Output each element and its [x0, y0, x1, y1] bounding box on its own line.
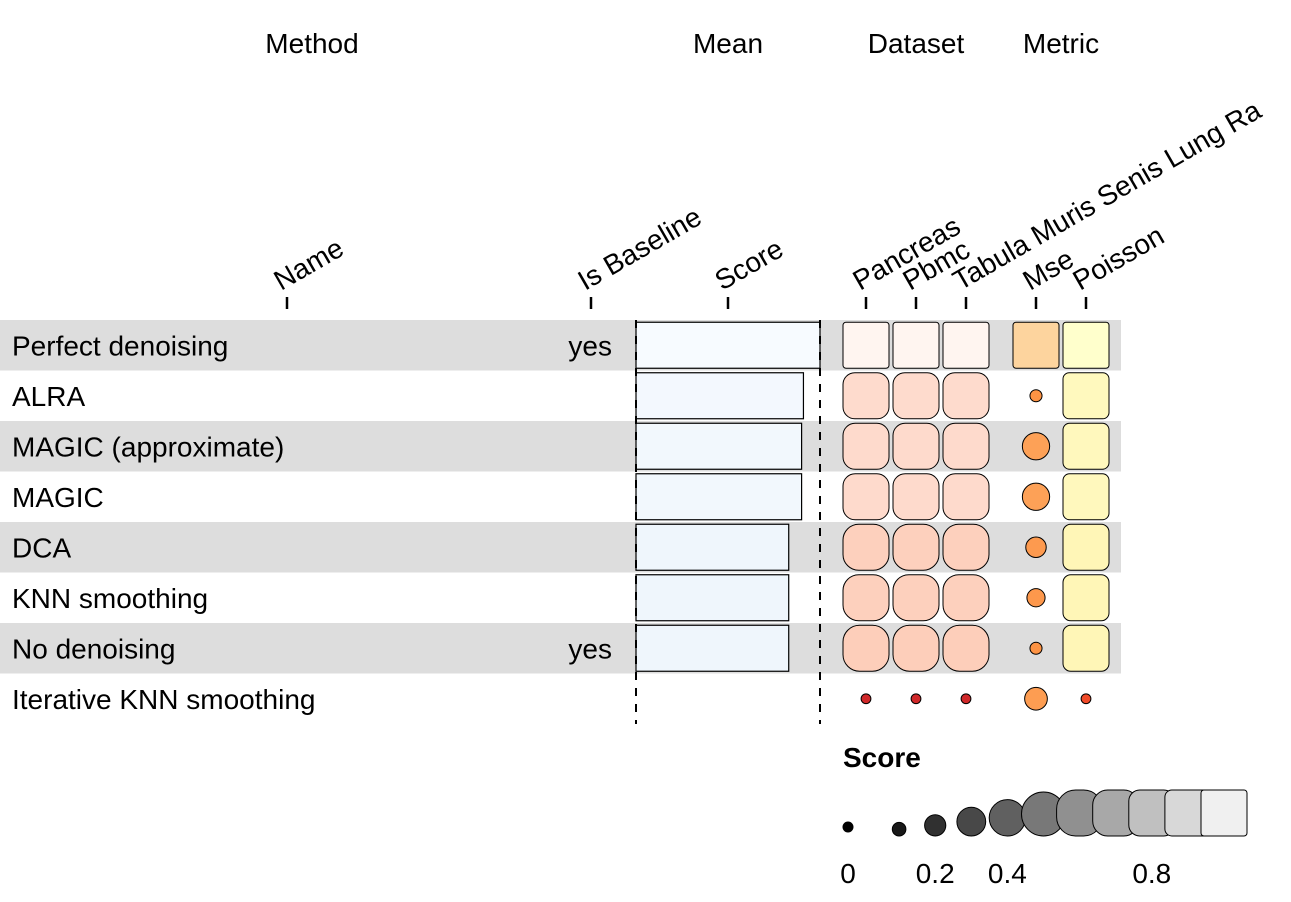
cell-pbmc	[910, 693, 922, 705]
cell-pbmc	[892, 422, 940, 470]
cell-pancreas	[860, 693, 872, 705]
cell-poisson	[1062, 422, 1110, 470]
group-title-metric: Metric	[1023, 28, 1099, 59]
is-baseline-value: yes	[568, 633, 612, 664]
cell-pbmc	[892, 321, 940, 369]
cell-tabula	[942, 321, 990, 369]
cell-mse	[1021, 432, 1051, 461]
cell-tabula	[942, 523, 990, 571]
legend-swatch	[1200, 789, 1248, 837]
method-name: DCA	[12, 532, 71, 563]
cell-poisson	[1062, 372, 1110, 420]
column-header-poisson: Poisson	[1068, 220, 1170, 297]
cell-tabula	[942, 624, 990, 672]
column-header-score: Score	[710, 233, 789, 296]
legend-swatch	[842, 821, 854, 833]
cell-poisson	[1062, 473, 1110, 521]
cell-mse	[1012, 321, 1060, 369]
legend-tick-label: 0	[840, 858, 856, 889]
cell-poisson	[1062, 624, 1110, 672]
cell-pancreas	[842, 574, 890, 622]
cell-pbmc	[892, 624, 940, 672]
cell-pancreas	[842, 523, 890, 571]
cell-pancreas	[842, 321, 890, 369]
cell-tabula	[960, 693, 972, 705]
legend-title: Score	[843, 742, 921, 773]
legend-swatch	[924, 814, 947, 837]
cell-tabula	[942, 473, 990, 521]
cell-mse	[1025, 536, 1047, 558]
cell-mse	[1029, 389, 1043, 403]
score-bar	[635, 473, 803, 521]
cell-pbmc	[892, 372, 940, 420]
group-title-dataset: Dataset	[868, 28, 965, 59]
method-name: MAGIC	[12, 482, 104, 513]
method-name: MAGIC (approximate)	[12, 431, 284, 462]
score-bar	[635, 321, 821, 369]
method-name: ALRA	[12, 381, 85, 412]
cell-tabula	[942, 574, 990, 622]
cell-pbmc	[892, 574, 940, 622]
group-title-mean: Mean	[693, 28, 763, 59]
method-name: Perfect denoising	[12, 330, 228, 361]
cell-pbmc	[892, 473, 940, 521]
cell-poisson	[1080, 693, 1092, 705]
cell-tabula	[942, 372, 990, 420]
legend-tick-label: 0.4	[988, 858, 1027, 889]
group-title-method: Method	[265, 28, 358, 59]
score-legend: Score 0 0.2 0.4 0.8	[840, 742, 1248, 889]
column-header-is_baseline: Is Baseline	[573, 201, 707, 296]
legend-tick-label: 0.2	[916, 858, 955, 889]
table-cells: Perfect denoising yes ALRA MAGIC (approxima…	[12, 320, 1110, 724]
legend-swatch	[988, 799, 1027, 837]
score-bar	[635, 624, 790, 672]
cell-tabula	[942, 422, 990, 470]
score-bar	[635, 422, 803, 470]
cell-pancreas	[842, 473, 890, 521]
score-bar	[635, 523, 790, 571]
legend-swatch	[956, 806, 987, 837]
column-header-name: Name	[269, 232, 349, 296]
cell-mse	[1026, 588, 1046, 608]
column-group-titles: Method Mean Dataset Metric	[265, 28, 1099, 59]
legend-tick-label: 0.8	[1132, 858, 1171, 889]
method-name: KNN smoothing	[12, 583, 208, 614]
cell-poisson	[1062, 523, 1110, 571]
cell-poisson	[1062, 574, 1110, 622]
score-bar	[635, 372, 805, 420]
cell-mse	[1021, 482, 1051, 511]
cell-poisson	[1062, 321, 1110, 369]
score-bar	[635, 574, 790, 622]
cell-pancreas	[842, 422, 890, 470]
cell-mse	[1029, 641, 1043, 655]
method-name: No denoising	[12, 633, 175, 664]
is-baseline-value: yes	[568, 330, 612, 361]
cell-mse	[1024, 686, 1048, 711]
legend-swatch	[891, 821, 907, 837]
cell-pancreas	[842, 624, 890, 672]
method-name: Iterative KNN smoothing	[12, 684, 315, 715]
cell-pbmc	[892, 523, 940, 571]
cell-pancreas	[842, 372, 890, 420]
